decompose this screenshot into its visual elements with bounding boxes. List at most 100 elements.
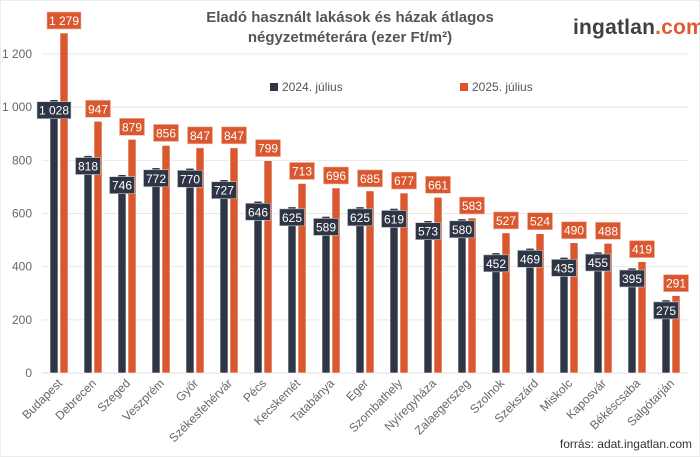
logo-main: ingatlan (573, 16, 656, 39)
data-label: 677 (394, 174, 414, 188)
bar-2025 (569, 242, 579, 374)
data-label: 685 (360, 172, 380, 186)
data-label: 619 (384, 212, 404, 226)
bar-2024 (355, 206, 365, 374)
y-tick-label: 800 (12, 153, 32, 167)
bar-2024 (661, 299, 671, 374)
bar-2024 (151, 167, 161, 374)
data-label: 452 (486, 257, 506, 271)
data-label: 589 (316, 220, 336, 234)
data-label: 770 (180, 172, 200, 186)
data-label: 1 279 (49, 14, 79, 28)
chart-title: Eladó használt lakások és házak átlagos … (180, 8, 520, 48)
data-label: 490 (564, 224, 584, 238)
bar-2024 (287, 206, 297, 374)
data-label: 727 (214, 184, 234, 198)
data-label-box (493, 211, 519, 230)
bar-2024 (389, 208, 399, 374)
x-category-label: Eger (343, 376, 371, 404)
data-label: 395 (622, 272, 642, 286)
data-label: 488 (598, 224, 618, 238)
bar-2025 (535, 233, 545, 374)
data-label-box (415, 222, 441, 240)
data-label: 583 (462, 199, 482, 213)
data-label-box (663, 274, 689, 292)
data-label: 527 (496, 214, 516, 228)
bar-2024 (117, 174, 127, 374)
data-label: 419 (632, 243, 652, 257)
bar-2025 (637, 261, 647, 374)
data-label: 275 (656, 304, 676, 318)
legend-item-2024: 2024. július (270, 80, 343, 94)
data-label: 1 028 (39, 104, 69, 118)
data-label-box (459, 196, 485, 215)
data-label-box (36, 101, 72, 120)
bar-2024 (253, 200, 263, 374)
chart-title-line1: Eladó használt lakások és házak átlagos (206, 9, 494, 26)
data-label-box (85, 99, 111, 118)
bar-2025 (93, 120, 103, 374)
bar-2025 (127, 139, 137, 374)
data-label: 696 (326, 169, 346, 183)
bar-2024 (423, 220, 433, 374)
data-label-box (289, 162, 315, 180)
data-label: 625 (282, 211, 302, 225)
bar-2025 (59, 32, 69, 374)
data-label-box (75, 157, 101, 175)
bar-2024 (83, 155, 93, 374)
data-label-box (255, 139, 281, 157)
data-label-box (551, 259, 577, 277)
data-label: 772 (146, 172, 166, 186)
bar-2025 (603, 242, 613, 374)
bar-2024 (457, 218, 467, 374)
data-label: 818 (78, 160, 98, 174)
data-label-box (245, 202, 271, 221)
y-tick-label: 400 (12, 260, 32, 274)
data-label-box (46, 11, 82, 30)
bar-2024 (593, 251, 603, 374)
x-category-label: Pécs (240, 376, 269, 405)
data-label: 746 (112, 179, 132, 193)
data-label: 947 (88, 102, 108, 116)
data-label-box (619, 269, 645, 288)
data-label: 713 (292, 164, 312, 178)
bar-2025 (229, 147, 239, 374)
data-label-box (313, 218, 339, 236)
bar-2024 (627, 267, 637, 374)
data-label-box (109, 176, 135, 194)
bar-2025 (467, 217, 477, 374)
bar-2025 (195, 147, 205, 374)
data-label-box (279, 208, 305, 227)
data-label: 524 (530, 215, 550, 229)
data-label-box (629, 240, 655, 258)
bar-2025 (365, 190, 375, 374)
y-tick-label: 0 (25, 366, 32, 380)
data-label-box (425, 175, 451, 194)
data-label-box (483, 254, 509, 273)
bar-2025 (399, 192, 409, 374)
data-label-box (323, 166, 349, 185)
y-tick-label: 600 (12, 207, 32, 221)
legend-item-2025: 2025. július (460, 80, 533, 94)
data-label: 646 (248, 205, 268, 219)
data-label-box (187, 126, 213, 145)
data-label-box (561, 221, 587, 240)
data-label-box (221, 126, 247, 145)
data-label: 799 (258, 142, 278, 156)
data-label: 879 (122, 120, 142, 134)
data-label: 455 (588, 256, 608, 270)
legend-swatch-2024 (270, 83, 278, 91)
y-tick-label: 1 200 (2, 47, 32, 61)
bar-2024 (185, 168, 195, 374)
ingatlan-logo: ingatlan.com (573, 16, 700, 40)
data-label-box (143, 169, 169, 188)
data-label-box (347, 208, 373, 227)
data-label-box (595, 221, 621, 240)
chart-title-line2: négyzetméterára (ezer Ft/m²) (247, 29, 453, 46)
data-label-box (391, 171, 417, 190)
bar-2025 (161, 145, 171, 374)
bar-2024 (219, 179, 229, 374)
bar-2025 (331, 187, 341, 374)
logo-suffix: .com (655, 16, 700, 39)
bar-2024 (491, 252, 501, 374)
